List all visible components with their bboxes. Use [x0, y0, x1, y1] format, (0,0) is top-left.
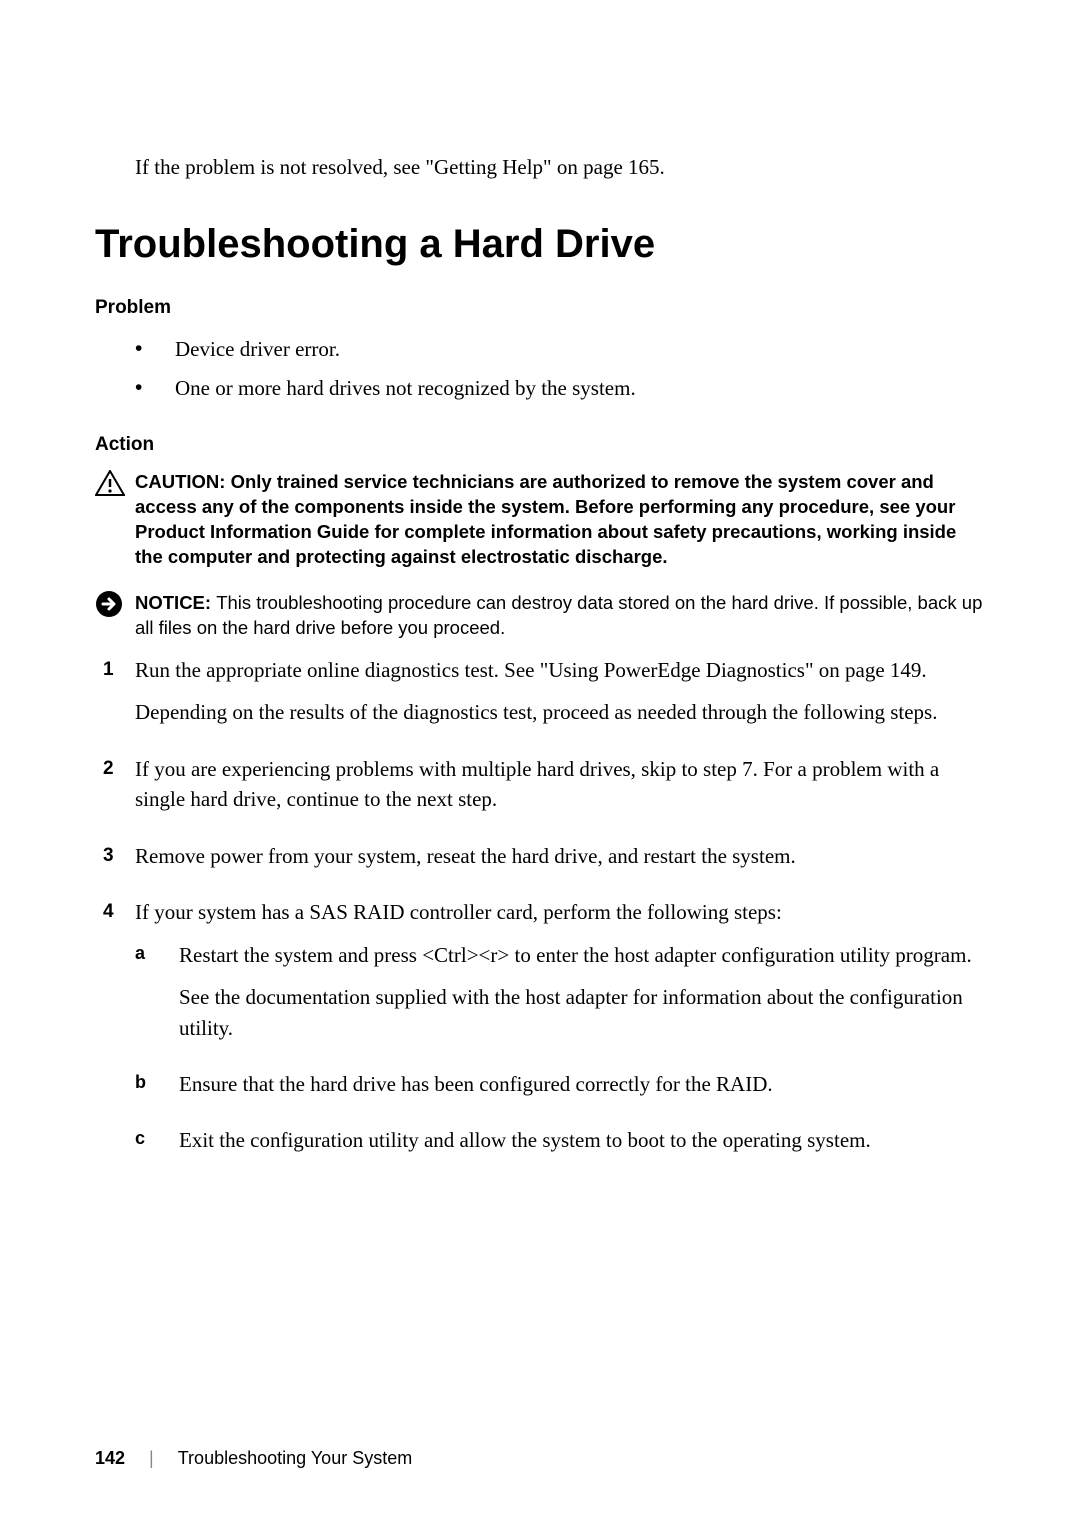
sub-item: c Exit the configuration utility and all… — [135, 1125, 985, 1167]
step-content: Run the appropriate online diagnostics t… — [135, 655, 937, 740]
step-para: Remove power from your system, reseat th… — [135, 841, 796, 871]
bullet-marker: • — [135, 372, 175, 405]
sub-letter: a — [135, 940, 179, 1055]
step-content: If you are experiencing problems with mu… — [135, 754, 985, 827]
action-heading: Action — [95, 434, 985, 456]
list-item: • Device driver error. — [135, 333, 985, 366]
footer-separator: | — [149, 1448, 154, 1469]
sub-item: b Ensure that the hard drive has been co… — [135, 1069, 985, 1111]
step-item: 3 Remove power from your system, reseat … — [103, 841, 985, 883]
sub-letter: c — [135, 1125, 179, 1167]
sub-para: Ensure that the hard drive has been conf… — [179, 1069, 773, 1099]
sub-item: a Restart the system and press <Ctrl><r>… — [135, 940, 985, 1055]
bullet-marker: • — [135, 333, 175, 366]
step-content: Remove power from your system, reseat th… — [135, 841, 796, 883]
list-item: • One or more hard drives not recognized… — [135, 372, 985, 405]
step-para: Run the appropriate online diagnostics t… — [135, 655, 937, 685]
notice-body: This troubleshooting procedure can destr… — [135, 592, 982, 639]
sub-content: Exit the configuration utility and allow… — [179, 1125, 871, 1167]
step-para: If your system has a SAS RAID controller… — [135, 897, 985, 927]
step-number: 3 — [103, 841, 135, 883]
step-number: 4 — [103, 897, 135, 1182]
notice-block: NOTICE: This troubleshooting procedure c… — [95, 590, 985, 641]
step-number: 2 — [103, 754, 135, 827]
sub-content: Restart the system and press <Ctrl><r> t… — [179, 940, 985, 1055]
step-item: 4 If your system has a SAS RAID controll… — [103, 897, 985, 1182]
sub-para: Exit the configuration utility and allow… — [179, 1125, 871, 1155]
sub-letter: b — [135, 1069, 179, 1111]
sub-content: Ensure that the hard drive has been conf… — [179, 1069, 773, 1111]
footer-chapter: Troubleshooting Your System — [178, 1448, 412, 1469]
step-content: If your system has a SAS RAID controller… — [135, 897, 985, 1182]
step-para: If you are experiencing problems with mu… — [135, 754, 985, 815]
bullet-text: One or more hard drives not recognized b… — [175, 372, 636, 405]
page-number: 142 — [95, 1448, 125, 1469]
sub-para: Restart the system and press <Ctrl><r> t… — [179, 940, 985, 970]
caution-body: Only trained service technicians are aut… — [135, 471, 956, 567]
step-number: 1 — [103, 655, 135, 740]
caution-icon — [95, 470, 135, 570]
step-item: 1 Run the appropriate online diagnostics… — [103, 655, 985, 740]
caution-block: CAUTION: Only trained service technician… — [95, 470, 985, 570]
bullet-text: Device driver error. — [175, 333, 340, 366]
sub-list: a Restart the system and press <Ctrl><r>… — [135, 940, 985, 1168]
sub-para: See the documentation supplied with the … — [179, 982, 985, 1043]
problem-heading: Problem — [95, 297, 985, 319]
caution-text: CAUTION: Only trained service technician… — [135, 470, 985, 570]
notice-icon — [95, 590, 135, 641]
problem-list: • Device driver error. • One or more har… — [135, 333, 985, 404]
numbered-list: 1 Run the appropriate online diagnostics… — [103, 655, 985, 1182]
step-item: 2 If you are experiencing problems with … — [103, 754, 985, 827]
document-page: If the problem is not resolved, see "Get… — [0, 0, 1080, 1256]
notice-label: NOTICE: — [135, 592, 216, 613]
page-title: Troubleshooting a Hard Drive — [95, 222, 985, 267]
page-footer: 142 | Troubleshooting Your System — [95, 1448, 412, 1469]
intro-text: If the problem is not resolved, see "Get… — [135, 155, 985, 180]
notice-text: NOTICE: This troubleshooting procedure c… — [135, 590, 985, 641]
step-para: Depending on the results of the diagnost… — [135, 697, 937, 727]
caution-label: CAUTION: — [135, 471, 231, 492]
